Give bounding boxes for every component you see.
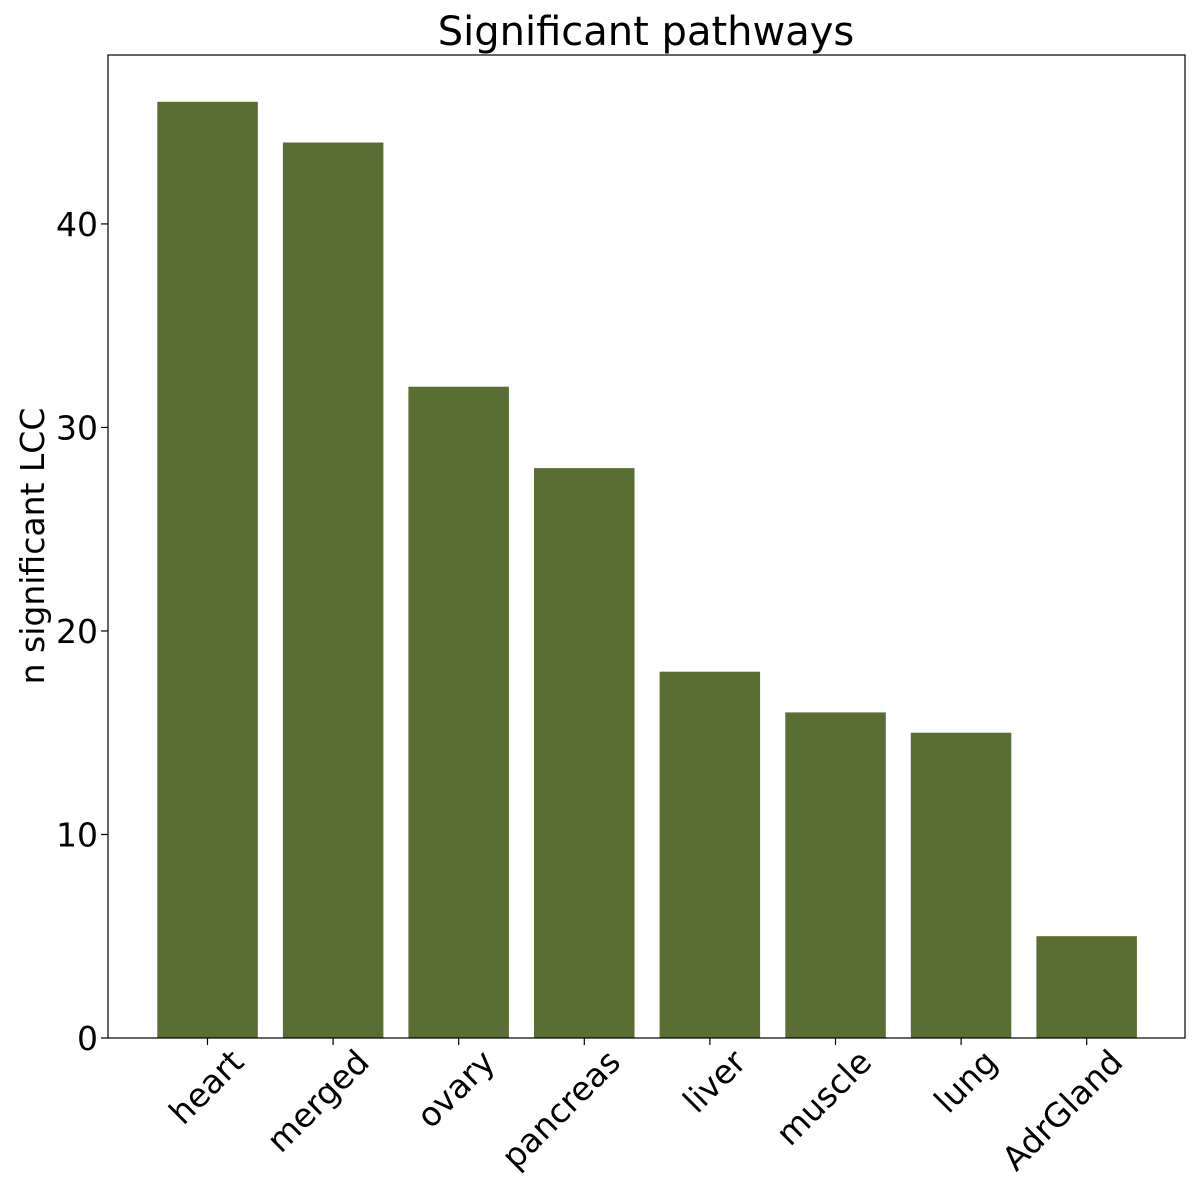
bar-ovary bbox=[408, 386, 509, 1038]
x-tick-label: muscle bbox=[768, 1042, 879, 1153]
y-axis-ticks: 0 10 20 30 40 bbox=[56, 205, 108, 1058]
bar-muscle bbox=[785, 712, 886, 1038]
x-tick-label: ovary bbox=[409, 1042, 502, 1135]
x-tick-label: liver bbox=[675, 1042, 754, 1121]
bar-heart bbox=[157, 101, 258, 1039]
bars-group bbox=[157, 101, 1137, 1039]
x-tick-label: pancreas bbox=[494, 1042, 628, 1176]
chart-title: Significant pathways bbox=[438, 9, 854, 55]
bar-lung bbox=[910, 732, 1012, 1038]
y-tick-label: 40 bbox=[56, 205, 98, 244]
x-tick-label: AdrGland bbox=[994, 1042, 1130, 1178]
y-tick-label: 20 bbox=[56, 612, 98, 651]
x-tick-label: merged bbox=[259, 1042, 377, 1160]
y-tick-label: 0 bbox=[77, 1019, 98, 1058]
y-axis-label: n significant LCC bbox=[13, 408, 52, 685]
y-tick-label: 10 bbox=[56, 815, 98, 854]
plot-frame bbox=[107, 54, 1186, 1039]
y-tick-label: 30 bbox=[56, 408, 98, 447]
x-tick-label: heart bbox=[161, 1042, 251, 1132]
bar-merged bbox=[282, 142, 384, 1038]
bar-pancreas bbox=[534, 468, 635, 1039]
bar-liver bbox=[659, 671, 761, 1038]
bar-adrgland bbox=[1036, 936, 1137, 1038]
x-tick-label: lung bbox=[926, 1042, 1004, 1120]
